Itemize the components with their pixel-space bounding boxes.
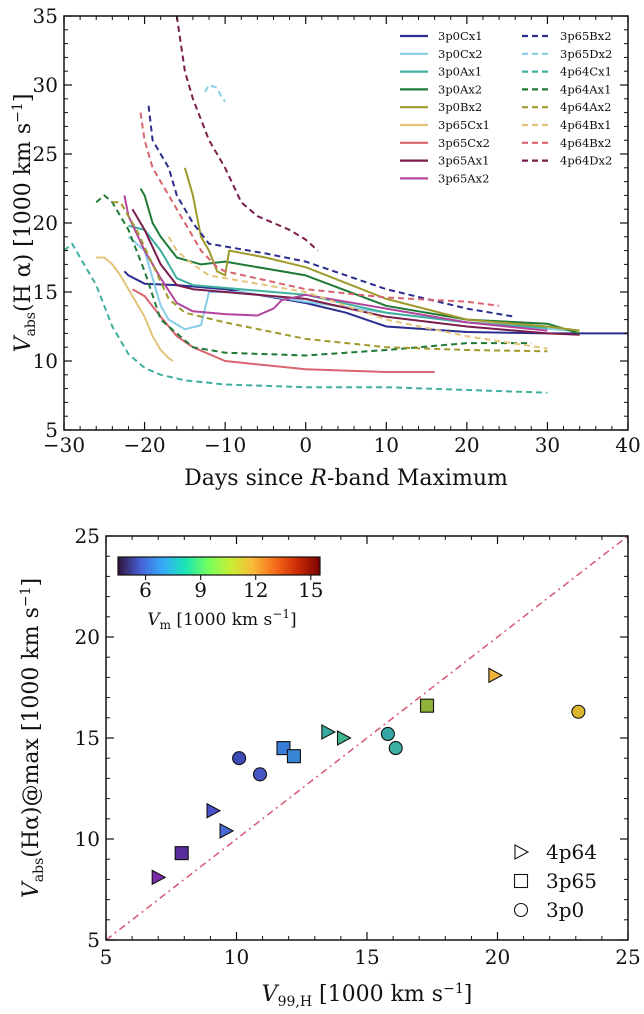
y-tick-label: 15 [33,280,58,304]
legend-label: 4p64Bx2 [560,136,612,150]
series-line-3p0Ax1 [128,224,548,329]
y-tick-label: 20 [33,211,58,235]
data-point-triangle [488,667,504,684]
data-point-square [174,846,189,861]
legend-label: 3p0 [546,898,584,922]
x-tick-label: −10 [204,433,246,457]
bottom-y-axis-label: Vabs(Hα)@max [1000 km s−1] [18,578,47,898]
x-tick-label: 40 [615,433,640,457]
series-line-3p0Bx2 [183,167,580,332]
data-point-circle [252,767,268,782]
legend-label: 3p65Ax1 [438,154,489,168]
scatter-points [151,667,586,886]
data-point-triangle [206,802,222,819]
data-point-circle [232,751,247,766]
colorbar-tick-label: 9 [194,578,207,602]
reference-line [105,535,629,941]
marker-legend: 4p64 3p65 3p0 [513,840,597,922]
colorbar-tick-label: 6 [139,578,152,602]
data-point-square [286,749,301,764]
top-plot-frame [63,15,629,431]
y-tick-label: 5 [87,928,100,952]
legend-label: 3p65Ax2 [438,171,489,185]
legend-label: 3p0Ax1 [438,65,482,79]
bottom-scatter-chart: 5 10 15 20 25 5 10 15 20 25 6 9 12 15 Vm [1000 km s−… [18,524,641,1010]
data-point-circle [388,741,403,756]
legend-triangle-icon [514,844,530,860]
data-point-square [276,741,291,756]
data-point-triangle [219,822,235,839]
colorbar-tick-label: 15 [298,578,323,602]
y-tick-label: 5 [45,418,58,442]
series-line-4p64Dx2 [175,16,319,252]
legend-label: 4p64Dx2 [560,154,612,168]
legend-label: 3p0Cx2 [438,47,483,61]
legend-label: 3p0Ax2 [438,82,482,96]
legend-label: 4p64Cx1 [560,65,612,79]
legend-square-icon [513,873,529,889]
legend-label: 3p65Bx2 [560,29,612,43]
legend-label: 3p0Bx2 [438,100,482,114]
bottom-x-axis-label: V99,H [1000 km s−1] [262,981,473,1010]
x-tick-label: 10 [224,945,249,969]
series-line-3p65Ax2 [123,195,548,332]
legend-label: 4p64 [546,840,597,864]
x-tick-label: 5 [100,945,113,969]
y-tick-label: 10 [75,827,100,851]
top-x-axis-label: Days since R-band Maximum [184,466,508,491]
data-point-triangle [321,724,337,740]
series-line-4p64Bx1 [167,236,548,350]
x-tick-label: 15 [354,945,379,969]
legend-label: 4p64Ax1 [560,82,611,96]
x-tick-label: 20 [485,945,510,969]
y-tick-label: 25 [33,142,58,166]
x-tick-label: −30 [43,433,85,457]
top-axis-ticks: −30 −20 −10 0 10 20 30 40 5 10 15 20 25 30 35 [33,4,641,457]
series-line-4p64Cx1 [64,242,548,394]
legend-label: 3p65Cx1 [438,118,490,132]
y-tick-label: 30 [33,73,58,97]
top-y-axis-label: Vabs(H α) [1000 km s−1] [10,94,39,353]
colorbar-gradient [117,556,321,576]
colorbar: 6 9 12 15 [117,556,324,602]
series-line-3p0Cx1 [123,270,628,335]
colorbar-label: Vm [1000 km s−1] [147,607,296,632]
y-tick-label: 15 [75,726,100,750]
top-legend: 3p0Cx1 3p0Cx2 3p0Ax1 3p0Ax2 3p0Bx2 3p65Cx1 3p6… [400,29,612,185]
legend-label: 3p0Cx1 [438,29,483,43]
legend-label: 3p65Dx2 [560,47,612,61]
series-line-3p65Ax1 [131,208,580,336]
data-point-triangle [336,730,352,746]
series-line-3p65Cx2 [132,288,435,373]
x-tick-label: 10 [374,433,399,457]
legend-circle-icon [513,902,529,918]
bottom-axis-ticks: 5 10 15 20 25 5 10 15 20 25 [75,524,641,969]
y-tick-label: 10 [33,349,58,373]
y-tick-label: 25 [75,524,100,548]
series-line-4p64Bx2 [139,112,500,307]
series-line-3p65Cx1 [96,256,174,362]
series-line-3p65Dx2 [204,84,226,103]
legend-label: 3p65 [546,869,597,893]
legend-label: 4p64Bx1 [560,118,612,132]
colorbar-tick-label: 12 [243,578,268,602]
series-line-3p65Bx2 [147,105,516,318]
x-tick-label: 20 [454,433,479,457]
data-point-circle [571,704,586,719]
y-tick-label: 20 [75,625,100,649]
legend-label: 4p64Ax2 [560,100,611,114]
x-tick-label: 0 [299,433,312,457]
x-tick-label: 30 [535,433,560,457]
legend-label: 3p65Cx2 [438,136,490,150]
y-tick-label: 35 [33,4,58,28]
data-point-circle [380,726,395,742]
top-series-lines [64,16,628,394]
data-point-triangle [151,869,167,886]
x-tick-label: −20 [123,433,165,457]
x-tick-label: 25 [615,945,640,969]
data-point-square [419,698,435,713]
